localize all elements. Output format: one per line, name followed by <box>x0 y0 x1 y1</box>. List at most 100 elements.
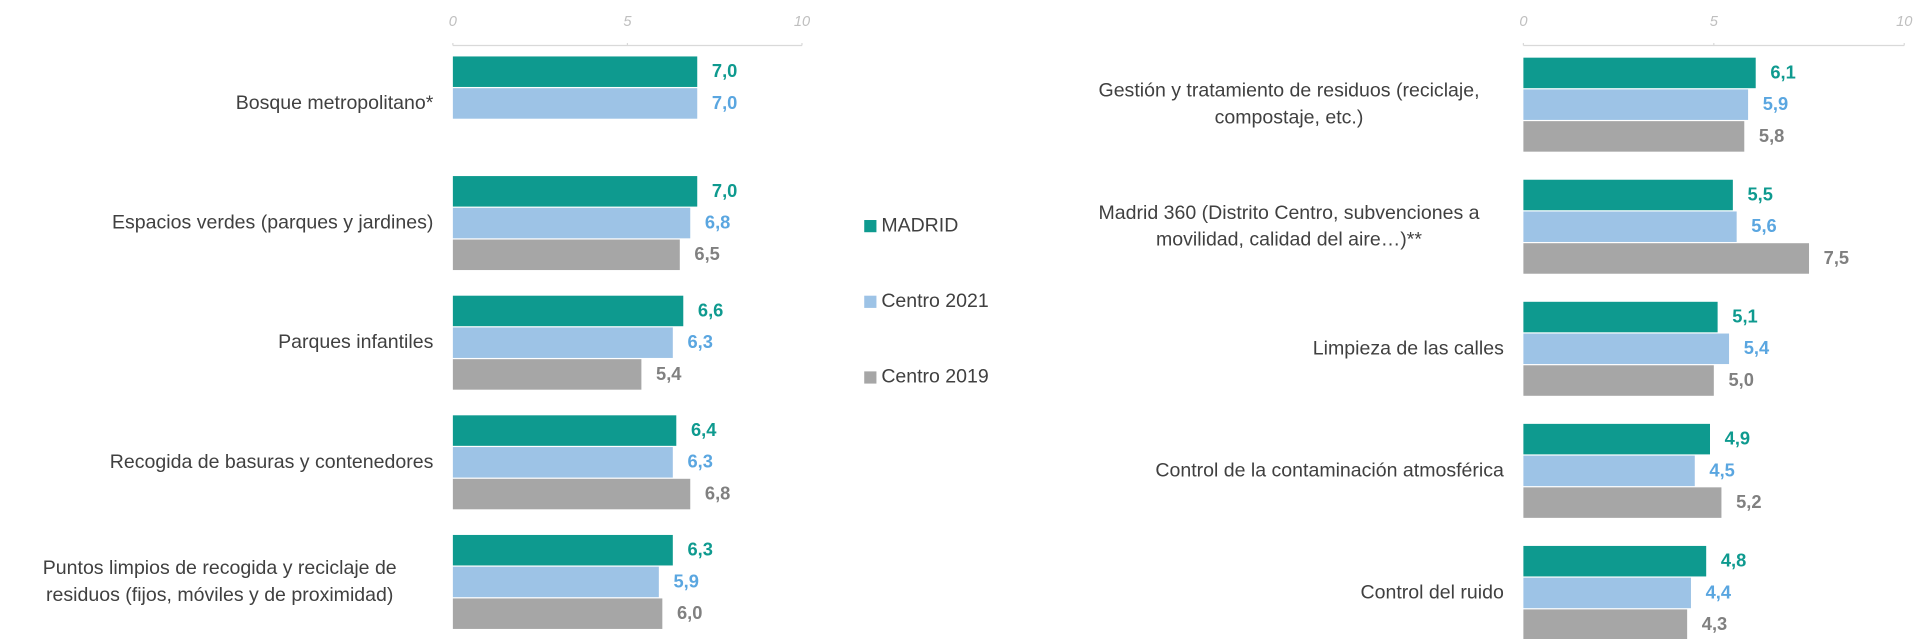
bar <box>1523 333 1730 365</box>
category-label: Espacios verdes (parques y jardines) <box>112 212 434 234</box>
category-label-wrap: Bosque metropolitano* <box>6 56 434 151</box>
category-label-box: Bosque metropolitano* <box>6 56 434 151</box>
category-label: Recogida de basuras y contenedores <box>109 452 434 473</box>
legend-swatch <box>864 295 877 308</box>
category-label-box: Control del ruido <box>1074 546 1504 641</box>
bar <box>1523 57 1756 89</box>
category-label-wrap: Limpieza de las calles <box>1074 302 1504 397</box>
bar <box>452 56 698 87</box>
value-label: 6,4 <box>691 419 717 440</box>
category-label: Bosque metropolitano* <box>235 93 434 115</box>
value-label: 4,9 <box>1725 428 1750 449</box>
bar <box>1523 487 1722 518</box>
bar <box>452 327 673 358</box>
category-label: Puntos limpios de recogida y reciclaje d… <box>42 558 397 606</box>
x-tick-label: 0 <box>1519 14 1528 30</box>
bar <box>452 534 673 566</box>
value-label: 5,4 <box>1744 337 1770 358</box>
bar <box>1523 577 1691 609</box>
value-label: 6,1 <box>1770 61 1795 82</box>
bar <box>452 415 677 446</box>
category-label-box: Gestión y tratamiento de residuos (recic… <box>1074 58 1504 153</box>
bar <box>452 359 642 390</box>
bar <box>452 447 673 478</box>
bar <box>452 207 691 239</box>
value-label: 5,6 <box>1751 215 1776 236</box>
value-label: 7,5 <box>1824 247 1849 268</box>
bar <box>1523 365 1714 396</box>
bar <box>1523 89 1749 120</box>
category-label: Gestión y tratamiento de residuos (recic… <box>1098 81 1480 129</box>
bar <box>1523 609 1688 640</box>
category-label: Control de la contaminación atmosférica <box>1155 460 1504 482</box>
bar <box>1523 243 1810 274</box>
category-label-wrap: Parques infantiles <box>6 296 433 391</box>
value-label: 6,3 <box>687 451 712 472</box>
value-label: 6,5 <box>694 243 719 264</box>
x-tick-label: 0 <box>449 14 458 30</box>
bar <box>1523 211 1737 242</box>
category-label: Parques infantiles <box>278 332 434 354</box>
value-label: 6,8 <box>705 482 730 503</box>
legend-swatch <box>864 371 877 384</box>
category-label-box: Parques infantiles <box>6 296 433 391</box>
category-label-wrap: Control de la contaminación atmosférica <box>1074 424 1504 519</box>
value-label: 4,8 <box>1721 550 1746 571</box>
x-tick-label: 5 <box>1710 14 1719 30</box>
value-label: 5,9 <box>1763 93 1788 114</box>
value-label: 5,2 <box>1736 491 1761 512</box>
category-label-wrap: Gestión y tratamiento de residuos (recic… <box>1074 58 1504 153</box>
value-label: 6,0 <box>677 602 702 623</box>
bar <box>1523 301 1718 333</box>
category-label-box: Limpieza de las calles <box>1074 302 1504 397</box>
legend-swatch <box>864 220 877 233</box>
category-label-box: Puntos limpios de recogida y reciclaje d… <box>6 535 433 630</box>
category-label-wrap: Puntos limpios de recogida y reciclaje d… <box>6 535 433 630</box>
bar <box>452 88 698 119</box>
category-label-wrap: Espacios verdes (parques y jardines) <box>6 176 433 271</box>
value-label: 5,8 <box>1759 125 1784 146</box>
value-label: 6,3 <box>687 539 712 560</box>
bar <box>452 478 691 510</box>
value-label: 7,0 <box>712 92 737 113</box>
value-label: 7,0 <box>712 60 737 81</box>
category-label: Madrid 360 (Distrito Centro, subvencione… <box>1098 203 1480 251</box>
value-label: 5,5 <box>1748 183 1773 204</box>
value-label: 5,4 <box>656 363 682 384</box>
bar <box>452 598 663 629</box>
bar <box>452 566 659 598</box>
bar <box>1523 121 1745 152</box>
category-label-box: Espacios verdes (parques y jardines) <box>6 176 433 271</box>
value-label: 5,1 <box>1732 305 1757 326</box>
value-label: 7,0 <box>712 180 737 201</box>
bar <box>452 239 680 271</box>
bar <box>452 295 684 327</box>
legend-label: Centro 2019 <box>881 366 988 388</box>
x-tick-label: 10 <box>794 14 811 30</box>
category-label-box: Control de la contaminación atmosférica <box>1074 424 1504 519</box>
legend-label: MADRID <box>881 214 958 236</box>
value-label: 6,8 <box>705 212 730 233</box>
category-label: Control del ruido <box>1360 582 1504 604</box>
value-label: 5,0 <box>1728 369 1753 390</box>
category-label-wrap: Recogida de basuras y contenedores <box>6 415 434 510</box>
value-label: 4,3 <box>1702 613 1727 634</box>
value-label: 6,6 <box>698 299 723 320</box>
value-label: 5,9 <box>673 570 698 591</box>
value-label: 6,3 <box>687 331 712 352</box>
bar <box>1523 545 1707 577</box>
bar <box>1523 179 1733 211</box>
category-label-box: Madrid 360 (Distrito Centro, subvencione… <box>1074 180 1504 275</box>
value-label: 4,5 <box>1709 459 1734 480</box>
category-label-wrap: Control del ruido <box>1074 546 1504 641</box>
bar <box>452 176 698 207</box>
x-tick-label: 5 <box>623 14 632 30</box>
category-label-wrap: Madrid 360 (Distrito Centro, subvencione… <box>1074 180 1504 275</box>
category-label: Limpieza de las calles <box>1312 338 1504 360</box>
bar <box>1523 423 1711 455</box>
bar <box>1523 455 1695 487</box>
category-label-box: Recogida de basuras y contenedores <box>6 415 434 510</box>
value-label: 4,4 <box>1706 581 1732 602</box>
x-tick-label: 10 <box>1896 14 1913 30</box>
